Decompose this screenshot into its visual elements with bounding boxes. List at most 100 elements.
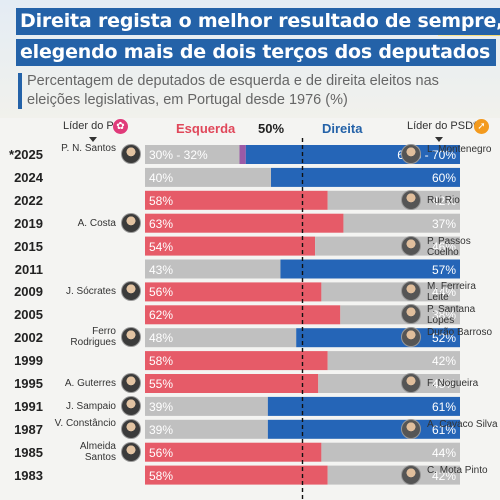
bar-direita xyxy=(321,442,460,462)
bar-direita xyxy=(327,351,460,371)
bar-label-esquerda: 39% xyxy=(149,422,174,437)
psd-leader-name: P. Santana Lopes xyxy=(427,304,476,327)
year-label: 1995 xyxy=(14,376,43,391)
right-leader-column-heading: Líder do PSD** xyxy=(407,120,482,132)
chart-title-line-1: Direita regista o melhor resultado de se… xyxy=(16,8,500,35)
bar-label-esquerda: 30% - 32% xyxy=(149,148,208,162)
rose-icon: ✿ xyxy=(113,119,128,134)
year-label: 2009 xyxy=(14,284,43,300)
bar-esquerda xyxy=(145,419,268,439)
bar-direita xyxy=(327,465,460,485)
triangle-down-icon xyxy=(435,137,443,142)
year-label: *2025 xyxy=(9,147,43,162)
psd-leader-name: A. Cavaco Silva xyxy=(427,418,498,430)
subtitle-accent-bar xyxy=(18,73,22,109)
bar-label-esquerda: 63% xyxy=(149,216,174,231)
year-label: 2015 xyxy=(14,238,43,254)
bar-label-direita: 61% xyxy=(431,399,456,414)
bar-direita xyxy=(315,236,460,256)
bar-label-esquerda: 58% xyxy=(149,468,174,483)
leader-portrait xyxy=(401,235,421,256)
bar-direita xyxy=(343,213,460,233)
bar-label-direita: 44% xyxy=(431,285,456,300)
leader-portrait xyxy=(401,144,421,164)
bar-label-direita: 57% xyxy=(431,262,456,277)
ps-leader-name: Almeida Santos xyxy=(79,440,116,463)
bar-esquerda xyxy=(145,328,297,348)
leader-portrait xyxy=(121,281,141,302)
psd-leader-name: L. Montenegro xyxy=(427,144,492,155)
bar-direita xyxy=(321,282,460,302)
bar-uncertainty xyxy=(239,145,246,164)
leader-portrait xyxy=(401,281,421,302)
year-label: 2005 xyxy=(14,307,43,323)
ps-leader-name: A. Costa xyxy=(77,217,116,229)
psd-leader-name: M. Ferreira Leite xyxy=(427,281,476,304)
chart-title-line-2: elegendo mais de dois terços dos deputad… xyxy=(16,39,497,66)
bar-direita xyxy=(280,259,460,279)
psd-leader-name: Rui Rio xyxy=(427,194,460,206)
leader-portrait xyxy=(121,441,141,462)
psd-leader-name: Durão Barroso xyxy=(427,327,493,339)
bar-label-direita: 44% xyxy=(431,445,456,460)
bar-label-esquerda: 55% xyxy=(149,377,174,391)
bar-label-direita: 45% xyxy=(431,377,456,391)
legend-direita: Direita xyxy=(322,121,363,136)
year-label: 1983 xyxy=(14,467,43,483)
year-label: 1991 xyxy=(14,398,43,414)
psd-leader-name: C. Mota Pinto xyxy=(427,464,488,476)
leader-portrait xyxy=(401,464,421,485)
bar-esquerda xyxy=(145,145,240,164)
leader-portrait xyxy=(121,373,141,393)
bar-label-esquerda: 58% xyxy=(149,193,174,208)
bar-esquerda xyxy=(145,236,316,256)
legend-esquerda: Esquerda xyxy=(176,121,236,136)
year-label: 1985 xyxy=(14,444,43,460)
bar-direita xyxy=(271,167,460,187)
year-label: 2019 xyxy=(14,215,43,231)
bar-esquerda xyxy=(145,465,328,485)
leader-portrait xyxy=(121,212,141,233)
leader-portrait xyxy=(121,418,141,439)
bar-label-direita: 42% xyxy=(431,468,456,483)
leader-portrait xyxy=(121,144,141,164)
year-label: 1999 xyxy=(14,353,43,369)
bar-esquerda xyxy=(145,396,268,416)
leader-portrait xyxy=(401,418,421,439)
ps-leader-name: J. Sócrates xyxy=(65,286,116,298)
bar-label-esquerda: 56% xyxy=(149,445,174,460)
bar-label-direita: 42% xyxy=(431,193,456,208)
triangle-down-icon xyxy=(89,137,97,142)
bar-esquerda xyxy=(145,305,341,325)
bar-esquerda xyxy=(145,190,328,210)
bar-label-direita: 46% xyxy=(431,239,456,254)
ps-leader-name: P. N. Santos xyxy=(61,143,116,154)
year-label: 2024 xyxy=(14,169,43,185)
bar-esquerda xyxy=(145,351,328,371)
ps-leader-name: J. Sampaio xyxy=(65,400,116,412)
bar-direita xyxy=(327,190,460,210)
bar-direita xyxy=(267,396,460,416)
leader-portrait xyxy=(401,189,421,210)
leader-portrait xyxy=(401,304,421,325)
bar-label-esquerda: 39% xyxy=(149,399,174,414)
bar-label-direita: 37% xyxy=(431,216,456,231)
arrow-icon: ➚ xyxy=(474,119,489,134)
bar-esquerda xyxy=(145,374,319,393)
left-leader-column-heading: Líder do PS xyxy=(63,120,122,132)
bar-label-esquerda: 54% xyxy=(149,239,174,254)
bar-esquerda xyxy=(145,213,344,233)
year-label: 2002 xyxy=(14,330,43,346)
bar-esquerda xyxy=(145,442,322,462)
bar-label-direita: 38% xyxy=(431,308,456,323)
psd-leader-name: P. Passos Coelho xyxy=(427,235,471,258)
leader-portrait xyxy=(121,327,141,348)
bar-label-esquerda: 48% xyxy=(149,331,174,346)
bar-label-esquerda: 56% xyxy=(149,285,174,300)
legend-midpoint: 50% xyxy=(258,121,285,136)
bar-esquerda xyxy=(145,167,271,187)
chart-subtitle: Percentagem de deputados de esquerda e d… xyxy=(27,73,439,108)
ps-leader-name: Ferro Rodrigues xyxy=(70,326,116,349)
year-label: 2011 xyxy=(14,261,43,277)
bar-label-esquerda: 40% xyxy=(149,170,174,185)
